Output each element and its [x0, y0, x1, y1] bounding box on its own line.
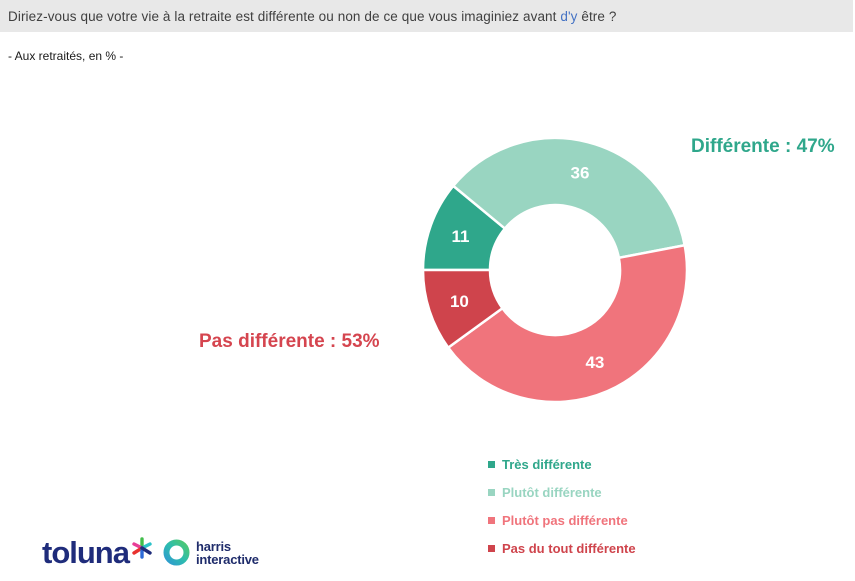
toluna-star-icon [132, 536, 152, 559]
harris-logo-line2: interactive [196, 551, 259, 567]
annotation-different: Différente : 47% [691, 136, 835, 157]
legend-swatch-icon [488, 544, 495, 552]
donut-value-label-tres-differente: 11 [451, 227, 469, 246]
legend-label: Pas du tout différente [502, 540, 636, 556]
donut-value-label-plutot-differente: 36 [571, 164, 590, 183]
legend-swatch-icon [488, 460, 495, 468]
donut-value-label-plutot-pas-differente: 43 [585, 353, 604, 372]
legend-swatch-icon [488, 516, 495, 524]
question-title-part1: Diriez-vous que votre vie à la retraite … [8, 8, 561, 24]
legend-item-plutot-pas-differente: Plutôt pas différente [488, 506, 636, 534]
donut-segment-pas-du-tout-differente [421, 268, 504, 349]
legend-swatch-icon [488, 488, 495, 496]
legend-label: Plutôt différente [502, 484, 602, 500]
donut-value-label-pas-du-tout-differente: 10 [450, 292, 469, 311]
footer-logos: toluna harris interacti [42, 535, 259, 570]
donut-segment-plutot-differente [452, 136, 686, 260]
donut-chart: 11 36 43 10 [421, 136, 689, 404]
donut-segment-plutot-pas-differente [446, 244, 689, 404]
population-subtitle: - Aux retraités, en % - [8, 49, 124, 63]
harris-interactive-logo: harris interactive [196, 540, 259, 566]
question-header-bar: Diriez-vous que votre vie à la retraite … [0, 0, 853, 32]
question-title-part2: être ? [577, 8, 617, 24]
harris-logo-line1: harris [196, 538, 231, 554]
annotation-not-different: Pas différente : 53% [199, 331, 380, 352]
legend-item-plutot-differente: Plutôt différente [488, 478, 636, 506]
question-title-highlight: d'y [560, 8, 578, 24]
chart-legend: Très différente Plutôt différente Plutôt… [488, 450, 636, 562]
legend-label: Plutôt pas différente [502, 512, 628, 528]
toluna-logo: toluna [42, 535, 130, 570]
legend-label: Très différente [502, 456, 592, 472]
legend-item-tres-differente: Très différente [488, 450, 636, 478]
legend-item-pas-du-tout-differente: Pas du tout différente [488, 534, 636, 562]
question-title: Diriez-vous que votre vie à la retraite … [8, 9, 616, 24]
harris-interactive-ring-icon [163, 539, 190, 566]
